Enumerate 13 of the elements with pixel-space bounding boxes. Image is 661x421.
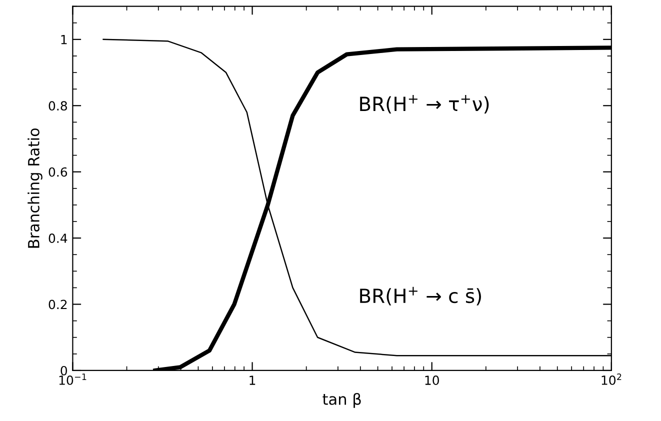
y-tick-label: 0.4 xyxy=(48,234,68,243)
x-tick-label: 1 xyxy=(250,376,256,385)
x-axis-title: tan β xyxy=(322,392,361,408)
x-tick-label: 10$^{2}$ xyxy=(602,373,622,385)
y-tick-label: 0.8 xyxy=(48,101,67,111)
y-tick-label: 0.2 xyxy=(48,300,67,310)
y-tick-label: 0 xyxy=(60,366,68,376)
y-tick-label: 0.6 xyxy=(48,167,68,177)
y-tick-label: 1 xyxy=(61,35,67,44)
y-axis-title: Branching Ratio xyxy=(28,128,42,248)
text: BR(H$^{+}$ → τ$^{+}$ν) xyxy=(360,94,489,114)
x-tick-label: 10 xyxy=(425,376,439,386)
text: BR(H$^{+}$ → c s̄) xyxy=(360,286,481,306)
